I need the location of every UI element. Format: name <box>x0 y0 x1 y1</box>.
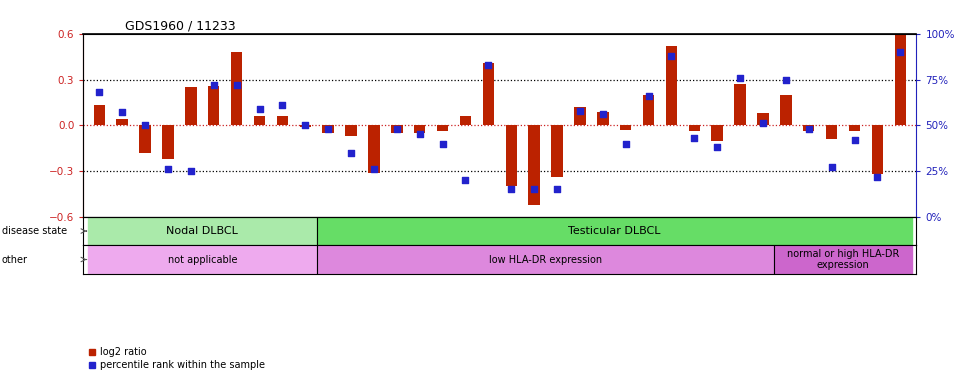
Point <box>549 186 564 192</box>
Bar <box>665 46 677 125</box>
Bar <box>482 63 494 125</box>
Bar <box>871 125 883 174</box>
Bar <box>88 217 317 245</box>
Bar <box>276 116 288 125</box>
Text: Testicular DLBCL: Testicular DLBCL <box>568 226 661 236</box>
Point <box>480 62 496 68</box>
Text: Nodal DLBCL: Nodal DLBCL <box>167 226 238 236</box>
Point <box>847 137 862 143</box>
Bar <box>231 52 242 125</box>
Point <box>412 131 427 137</box>
Point <box>663 53 679 59</box>
Text: low HLA-DR expression: low HLA-DR expression <box>489 255 602 264</box>
Point <box>504 186 519 192</box>
Bar <box>460 116 471 125</box>
Point <box>893 49 908 55</box>
Bar <box>803 125 814 131</box>
Bar <box>774 245 911 274</box>
Bar <box>368 125 379 172</box>
Point <box>91 89 107 95</box>
Bar <box>414 125 425 133</box>
Point <box>137 122 153 128</box>
Text: GDS1960 / 11233: GDS1960 / 11233 <box>125 20 235 33</box>
Text: normal or high HLA-DR
expression: normal or high HLA-DR expression <box>787 249 900 270</box>
Bar <box>391 125 403 133</box>
Bar <box>849 125 860 131</box>
Bar <box>620 125 631 130</box>
Point <box>595 111 611 117</box>
Bar <box>826 125 837 139</box>
Text: not applicable: not applicable <box>168 255 237 264</box>
Bar <box>597 111 609 125</box>
Point <box>710 144 725 150</box>
Point <box>298 122 314 128</box>
Bar <box>94 105 105 125</box>
Bar <box>780 95 792 125</box>
Text: disease state: disease state <box>2 226 67 236</box>
Bar <box>506 125 517 186</box>
Point <box>160 166 175 172</box>
Point <box>320 126 336 132</box>
Point <box>641 93 657 99</box>
Bar <box>300 125 311 127</box>
Point <box>228 82 244 88</box>
Point <box>274 102 290 108</box>
Bar <box>643 95 655 125</box>
Bar <box>317 245 774 274</box>
Point <box>617 141 633 147</box>
Bar <box>345 125 357 136</box>
Point <box>732 75 748 81</box>
Point <box>869 174 885 180</box>
Point <box>115 110 130 116</box>
Text: other: other <box>2 255 28 264</box>
Point <box>824 164 840 170</box>
Point <box>526 186 542 192</box>
Bar <box>185 87 197 125</box>
Point <box>252 106 268 112</box>
Point <box>756 120 771 126</box>
Point <box>458 177 473 183</box>
Bar <box>528 125 540 205</box>
Bar <box>758 113 768 125</box>
Bar <box>208 86 220 125</box>
Point <box>206 82 221 88</box>
Bar <box>437 125 448 131</box>
Point <box>778 76 794 82</box>
Bar <box>254 116 266 125</box>
Bar <box>317 217 911 245</box>
Bar <box>552 125 563 177</box>
Bar <box>117 119 128 125</box>
Point <box>389 126 405 132</box>
Legend: log2 ratio, percentile rank within the sample: log2 ratio, percentile rank within the s… <box>88 347 265 370</box>
Bar <box>574 107 586 125</box>
Bar <box>88 245 317 274</box>
Bar <box>711 125 723 141</box>
Point <box>572 108 588 114</box>
Point <box>801 126 816 132</box>
Point <box>183 168 199 174</box>
Bar <box>163 125 173 159</box>
Point <box>435 141 451 147</box>
Bar <box>139 125 151 153</box>
Bar <box>689 125 700 131</box>
Point <box>367 166 382 172</box>
Point <box>343 150 359 156</box>
Bar <box>895 14 906 125</box>
Bar <box>734 84 746 125</box>
Point <box>686 135 702 141</box>
Bar <box>322 125 334 133</box>
